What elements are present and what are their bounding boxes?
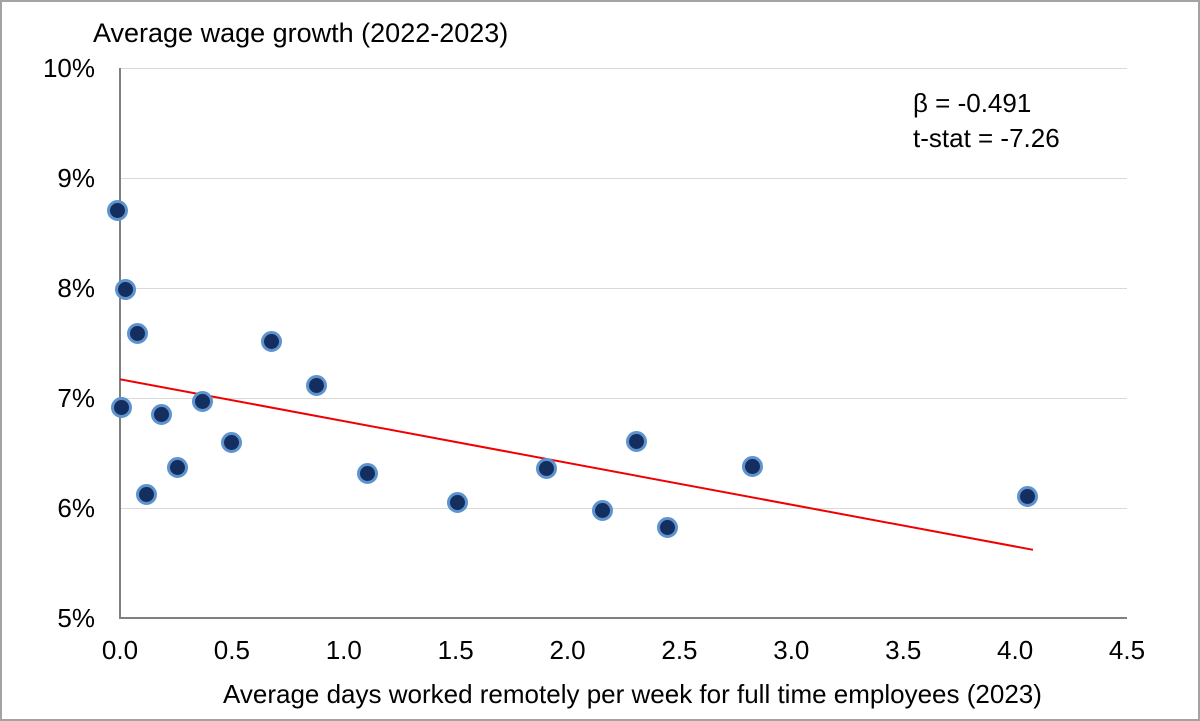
beta-annotation: β = -0.491 [913,88,1032,118]
x-tick-label: 0.5 [213,635,250,665]
tstat-annotation: t-stat = -7.26 [913,123,1060,153]
y-tick-label: 6% [57,493,95,523]
x-axis-line [119,617,1127,619]
data-point [106,199,128,221]
data-point [151,404,173,426]
data-point [260,330,282,352]
data-point [115,278,137,300]
data-point [1017,485,1039,507]
x-tick-label: 3.0 [773,635,810,665]
gridline [120,508,1127,509]
data-point [110,396,132,418]
x-tick-label: 2.0 [549,635,586,665]
y-axis-line [119,68,121,619]
x-tick-label: 4.0 [997,635,1034,665]
x-axis-title: Average days worked remotely per week fo… [223,679,1042,709]
data-point [625,430,647,452]
x-tick-label: 3.5 [885,635,922,665]
data-point [126,322,148,344]
y-tick-label: 5% [57,603,95,633]
x-tick-label: 0.0 [101,635,139,665]
data-point [536,458,558,480]
x-tick-label: 4.5 [1108,635,1146,665]
data-point [446,492,468,514]
x-tick-label: 1.0 [325,635,362,665]
gridline [120,68,1127,69]
y-tick-label: 7% [57,383,95,413]
data-point [135,483,157,505]
gridline [120,178,1127,179]
data-point [191,391,213,413]
data-point [742,456,764,477]
x-tick-label: 2.5 [661,635,698,665]
data-point [656,516,678,538]
x-tick-label: 1.5 [437,635,474,665]
trend-line [119,378,1034,551]
data-point [166,457,188,479]
y-tick-label: 10% [42,53,95,83]
gridline [120,398,1127,399]
regression-annotation: β = -0.491 t-stat = -7.26 [913,86,1060,156]
data-point [305,374,327,396]
gridline [120,288,1127,289]
data-point [220,431,242,453]
y-tick-label: 9% [57,163,95,193]
chart-title: Average wage growth (2022-2023) [93,18,509,48]
data-point [592,500,614,521]
data-point [357,462,379,484]
y-tick-label: 8% [57,273,95,303]
